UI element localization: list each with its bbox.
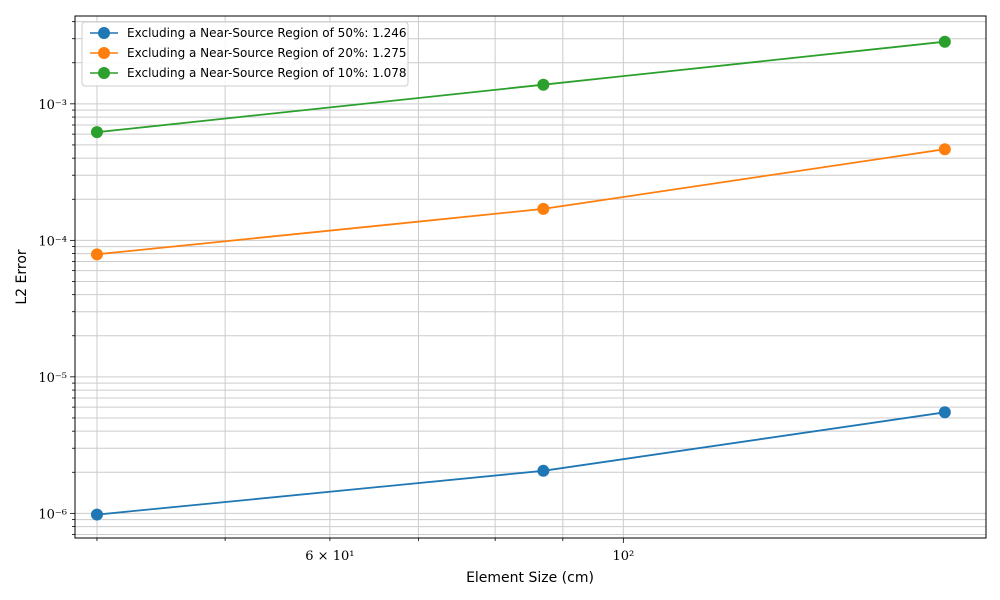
legend: Excluding a Near-Source Region of 50%: 1… — [81, 21, 409, 87]
legend-entry-50: Excluding a Near-Source Region of 50%: 1… — [90, 26, 407, 40]
series-point-2 — [537, 78, 550, 91]
series-point-2 — [90, 126, 103, 139]
plot-frame — [74, 15, 987, 539]
legend-label-20: Excluding a Near-Source Region of 20%: 1… — [127, 46, 407, 60]
x-axis-label: Element Size (cm) — [466, 570, 594, 586]
y-axis-label: L2 Error — [14, 249, 30, 305]
series-point-0 — [938, 406, 951, 419]
y-tick-label: 10⁻³ — [38, 98, 67, 113]
series-line-1 — [96, 148, 945, 256]
legend-label-50: Excluding a Near-Source Region of 50%: 1… — [127, 26, 407, 40]
series-point-0 — [537, 464, 550, 477]
series-point-1 — [90, 248, 103, 261]
series-point-1 — [938, 143, 951, 156]
y-tick-label: 10⁻⁶ — [38, 507, 67, 522]
x-tick-label: 10² — [612, 549, 634, 564]
y-tick-label: 10⁻⁴ — [38, 234, 67, 249]
tick-layer: 6 × 10¹ 10² 10⁻⁶ 10⁻⁵ 10⁻⁴ 10⁻³ — [38, 21, 634, 564]
series-point-1 — [537, 202, 550, 215]
legend-box — [81, 21, 409, 87]
series-line-0 — [96, 411, 945, 516]
x-tick-label: 6 × 10¹ — [305, 549, 354, 564]
legend-entry-10: Excluding a Near-Source Region of 10%: 1… — [90, 66, 407, 80]
series-layer — [90, 35, 951, 521]
series-point-0 — [90, 508, 103, 521]
series-point-2 — [938, 35, 951, 48]
y-tick-label: 10⁻⁵ — [38, 371, 67, 386]
legend-label-10: Excluding a Near-Source Region of 10%: 1… — [127, 66, 407, 80]
legend-entry-20: Excluding a Near-Source Region of 20%: 1… — [90, 46, 407, 60]
grid-layer — [75, 16, 986, 538]
